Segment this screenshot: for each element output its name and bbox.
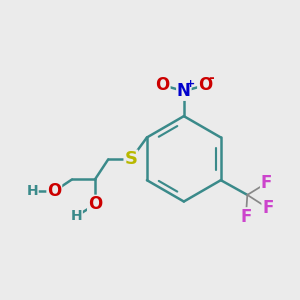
Text: H: H [26, 184, 38, 198]
Text: H: H [70, 209, 82, 223]
Text: O: O [155, 76, 170, 94]
Text: O: O [198, 76, 212, 94]
Text: F: F [261, 174, 272, 192]
Text: O: O [47, 182, 62, 200]
Text: +: + [186, 79, 195, 89]
Text: O: O [88, 196, 102, 214]
Text: -: - [209, 71, 214, 85]
Text: F: F [240, 208, 252, 226]
Text: F: F [262, 199, 274, 217]
Text: S: S [124, 150, 137, 168]
Text: N: N [177, 82, 191, 100]
